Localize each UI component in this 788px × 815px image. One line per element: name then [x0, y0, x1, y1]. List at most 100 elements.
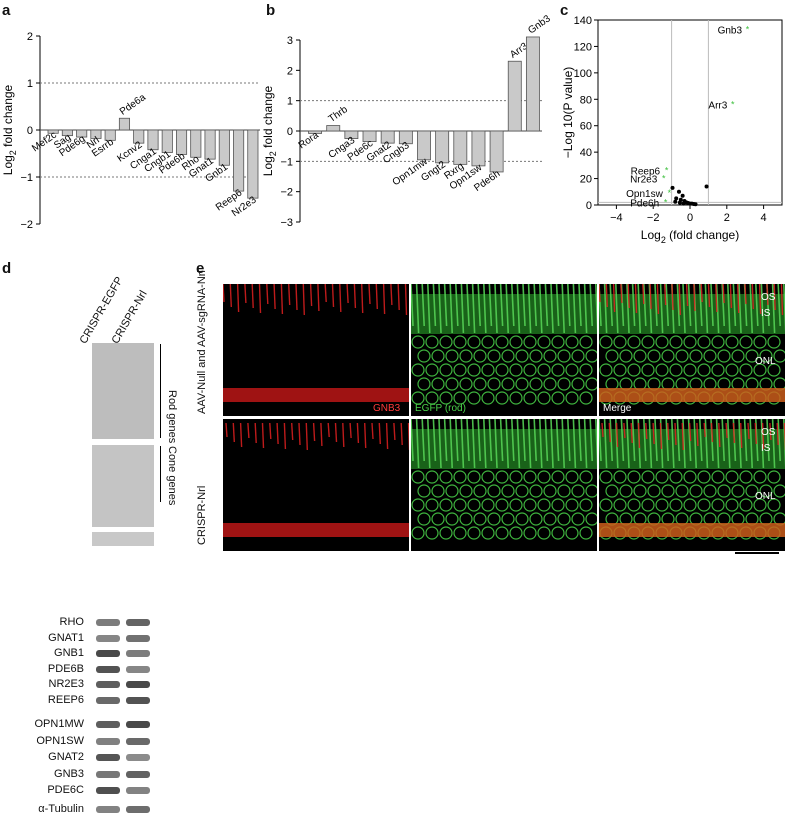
red-cone-segment: [710, 422, 714, 443]
red-cone-segment: [312, 422, 316, 442]
onl-nucleus: [459, 512, 473, 526]
onl-nucleus: [697, 470, 711, 484]
x-axis-label: Log2 (fold change): [641, 228, 739, 245]
red-cone-segment: [696, 422, 699, 447]
green-segment: [511, 284, 515, 327]
red-cone-segment: [342, 422, 345, 448]
onl-nucleus: [453, 335, 467, 349]
micrograph-tile: [223, 419, 409, 551]
green-segment: [555, 284, 560, 327]
red-cone-segment: [652, 422, 655, 445]
red-cone-segment: [615, 422, 619, 448]
y-tick-label: 100: [574, 68, 592, 80]
micrograph-image: [411, 284, 597, 405]
onl-nucleus: [459, 349, 473, 363]
scale-bar: [735, 552, 779, 554]
onl-nucleus: [703, 349, 717, 363]
y-tick-label: 1: [287, 96, 293, 108]
onl-nucleus: [467, 391, 481, 405]
onl-nucleus: [501, 484, 515, 498]
bar: [90, 129, 102, 139]
onl-nucleus: [495, 391, 509, 405]
y-tick-label: 20: [580, 174, 592, 186]
onl-nucleus: [543, 512, 557, 526]
onl-nucleus: [495, 526, 509, 540]
onl-nucleus: [439, 335, 453, 349]
onl-nucleus: [557, 349, 571, 363]
green-segment: [505, 284, 509, 334]
red-cone-segment: [747, 422, 750, 440]
highlight-label: Opn1sw: [626, 189, 663, 200]
green-segment: [783, 284, 785, 334]
bar: [190, 129, 202, 158]
green-segment: [609, 284, 613, 327]
green-segment: [704, 419, 709, 469]
red-plexiform-band: [223, 388, 409, 402]
y-axis-label: −Log 10(P value): [561, 67, 575, 159]
red-cone-segment: [382, 284, 386, 315]
onl-nucleus: [579, 363, 593, 377]
onl-nucleus: [641, 363, 655, 377]
blot-row-label: GNAT2: [48, 751, 84, 763]
onl-nucleus: [515, 377, 529, 391]
green-segment: [578, 419, 582, 462]
onl-nucleus: [579, 335, 593, 349]
onl-nucleus: [543, 349, 557, 363]
green-segment: [567, 419, 571, 462]
bar: [104, 129, 116, 141]
onl-nucleus: [557, 484, 571, 498]
onl-nucleus: [411, 526, 425, 540]
onl-nucleus: [655, 470, 669, 484]
green-segment: [432, 419, 437, 462]
scatter-point: [676, 189, 681, 194]
green-segment: [477, 284, 481, 327]
red-cone-segment: [729, 284, 733, 309]
onl-nucleus: [669, 498, 683, 512]
layer-label: OS: [761, 292, 776, 303]
onl-nucleus: [565, 335, 579, 349]
micrograph-image: [599, 419, 785, 540]
green-segment: [631, 284, 636, 327]
onl-nucleus: [753, 363, 767, 377]
red-cone-segment: [371, 422, 374, 440]
micrograph-tile: [411, 419, 597, 551]
onl-nucleus: [711, 335, 725, 349]
red-cone-segment: [400, 422, 403, 446]
onl-nucleus: [759, 484, 773, 498]
onl-nucleus: [495, 498, 509, 512]
red-cone-segment: [707, 284, 711, 308]
blot-band: [96, 754, 120, 761]
blot-band: [126, 787, 150, 794]
cone-bracket: [160, 446, 161, 502]
red-cone-segment: [754, 422, 757, 445]
green-segment: [665, 419, 669, 462]
onl-nucleus: [711, 363, 725, 377]
red-cone-segment: [612, 284, 616, 313]
onl-nucleus: [537, 363, 551, 377]
red-cone-segment: [364, 422, 367, 449]
red-cone-segment: [283, 422, 287, 450]
green-segment: [499, 419, 504, 462]
onl-nucleus: [633, 484, 647, 498]
green-segment: [567, 284, 571, 327]
green-segment: [544, 284, 549, 327]
onl-nucleus: [565, 363, 579, 377]
green-segment-band: [411, 294, 597, 334]
blot-row-label: α-Tubulin: [38, 803, 84, 815]
micrograph-image: [599, 284, 785, 405]
rod-bracket: [160, 344, 161, 438]
onl-nucleus: [537, 498, 551, 512]
bar: [380, 130, 395, 144]
green-segment: [578, 284, 582, 327]
green-segment: [760, 419, 765, 469]
green-segment: [522, 419, 526, 462]
onl-nucleus: [565, 498, 579, 512]
scatter-point: [677, 200, 682, 205]
y-tick-label: 40: [580, 147, 592, 159]
onl-nucleus: [605, 349, 619, 363]
y-tick-label: 0: [586, 200, 592, 212]
red-cone-segment: [623, 422, 626, 439]
blot-row-label: RHO: [59, 616, 84, 628]
red-cone-segment: [393, 422, 396, 441]
onl-nucleus: [613, 470, 627, 484]
